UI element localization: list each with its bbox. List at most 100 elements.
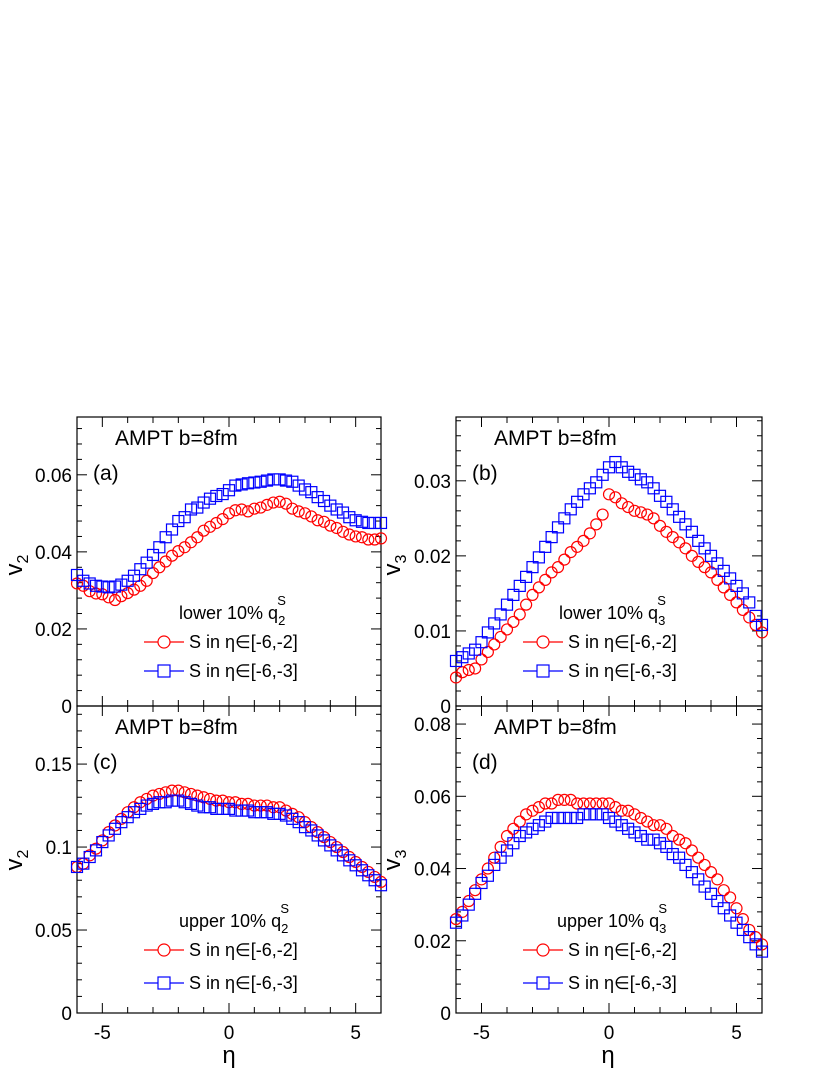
- data-point: [197, 524, 210, 537]
- data-point: [539, 573, 552, 586]
- data-point: [235, 804, 248, 817]
- data-point: [545, 811, 558, 825]
- data-point: [743, 596, 756, 609]
- data-point: [660, 840, 673, 853]
- legend-entry: S in η∈[-6,-3]: [189, 661, 298, 681]
- panel-title: AMPT b=8fm: [494, 716, 617, 739]
- data-point: [108, 580, 122, 593]
- data-point: [494, 851, 507, 864]
- data-point: [743, 611, 756, 624]
- legend-header: upper 10% q3S: [557, 901, 667, 936]
- data-point: [551, 793, 565, 807]
- data-point: [267, 807, 280, 820]
- data-point: [500, 598, 514, 611]
- data-point: [628, 826, 641, 839]
- data-point: [191, 531, 204, 544]
- data-point: [730, 579, 743, 592]
- legend-marker: [536, 976, 550, 990]
- data-point: [165, 523, 179, 536]
- data-point: [305, 510, 318, 523]
- data-point: [178, 786, 191, 799]
- data-point: [279, 809, 293, 822]
- data-point: [507, 822, 520, 835]
- data-point: [749, 931, 762, 944]
- data-point: [564, 793, 577, 807]
- data-point: [513, 608, 526, 621]
- data-point: [273, 807, 286, 820]
- data-point: [551, 561, 565, 574]
- data-point: [475, 873, 488, 886]
- data-point: [222, 802, 236, 815]
- data-point: [241, 804, 255, 817]
- data-point: [70, 860, 84, 874]
- data-point: [184, 503, 198, 516]
- data-point: [653, 819, 667, 832]
- data-point: [286, 812, 299, 825]
- data-point: [336, 525, 350, 538]
- data-point: [755, 618, 769, 632]
- panel-title: AMPT b=8fm: [115, 427, 238, 450]
- data-point: [260, 474, 274, 487]
- data-point: [165, 794, 179, 807]
- data-point: [724, 572, 737, 585]
- data-point: [622, 465, 635, 478]
- data-point: [615, 804, 628, 817]
- legend-entry: S in η∈[-6,-3]: [568, 661, 677, 681]
- data-point: [634, 811, 647, 825]
- data-point: [298, 483, 312, 496]
- data-point: [449, 654, 463, 668]
- data-point: [704, 866, 718, 879]
- data-point: [577, 534, 590, 547]
- series-circle: [70, 784, 388, 889]
- data-point: [475, 653, 488, 666]
- data-point: [641, 508, 654, 521]
- data-point: [596, 468, 609, 481]
- data-point: [222, 484, 236, 497]
- data-point: [153, 787, 166, 801]
- data-point: [724, 588, 737, 602]
- data-point: [717, 581, 730, 594]
- data-point: [254, 501, 267, 514]
- data-point: [488, 851, 501, 864]
- panel-b: 0 0.01 0.02 0.03 v3 AMPT b=8fm (b) lower 10% q3…: [379, 416, 769, 718]
- data-point: [83, 850, 96, 864]
- data-point: [679, 858, 692, 872]
- data-point: [172, 544, 185, 558]
- x-tick-label: -5: [94, 1023, 111, 1044]
- data-point: [184, 797, 198, 811]
- series-circle: [70, 495, 388, 607]
- y-tick-label: 0.04: [35, 543, 72, 564]
- data-point: [165, 784, 179, 797]
- data-point: [526, 561, 539, 574]
- data-point: [500, 844, 514, 857]
- data-point: [615, 819, 628, 832]
- data-point: [153, 796, 166, 809]
- data-point: [462, 663, 475, 677]
- data-point: [698, 880, 711, 893]
- y-tick-label: 0: [61, 697, 72, 718]
- data-point: [254, 806, 267, 819]
- data-point: [494, 630, 507, 644]
- data-point: [159, 786, 172, 799]
- data-point: [140, 556, 153, 569]
- data-point: [330, 521, 343, 535]
- data-point: [172, 794, 185, 807]
- y-tick-label: 0.06: [35, 466, 72, 487]
- data-point: [526, 804, 539, 817]
- data-point: [577, 808, 590, 821]
- data-point: [698, 542, 711, 555]
- data-point: [590, 797, 603, 810]
- data-point: [108, 593, 122, 607]
- x-tick-label: 0: [604, 1023, 615, 1044]
- data-point: [704, 566, 718, 579]
- data-point: [641, 833, 654, 846]
- data-point: [513, 579, 526, 592]
- data-point: [254, 475, 267, 488]
- data-point: [749, 609, 762, 623]
- data-point: [108, 822, 122, 835]
- data-point: [210, 489, 223, 503]
- data-point: [292, 479, 305, 492]
- data-point: [507, 615, 520, 629]
- legend-marker: [536, 635, 550, 649]
